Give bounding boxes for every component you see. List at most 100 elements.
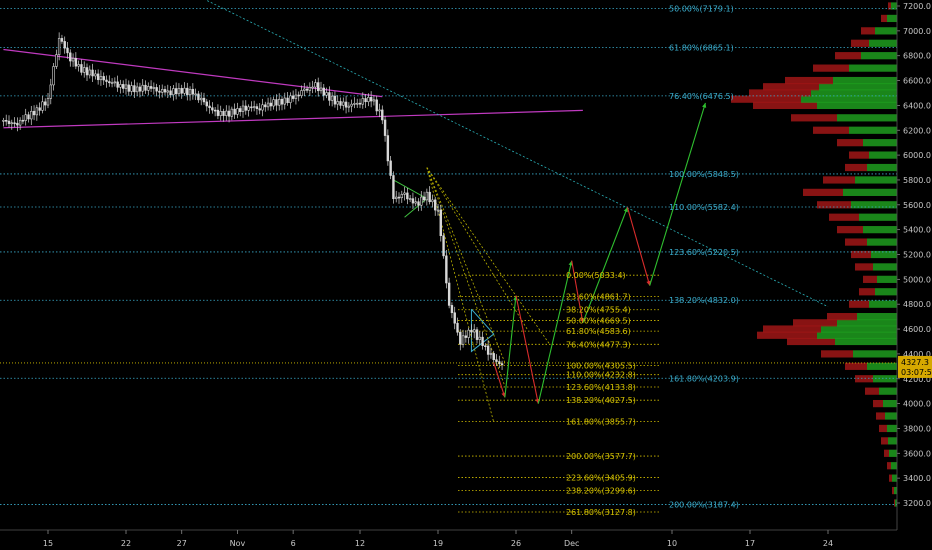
candle-body <box>55 54 58 67</box>
candle-body <box>202 97 206 103</box>
fib-yellow-label: 200.00%(3577.7) <box>566 452 636 461</box>
candle-body <box>473 329 476 333</box>
volume-bar-down <box>889 474 892 482</box>
volume-bar-up <box>891 462 897 470</box>
candle-body <box>216 109 220 116</box>
candle-body <box>358 102 362 105</box>
candle-body <box>225 110 228 116</box>
fib-levels-yellow <box>458 274 660 513</box>
candle-body <box>60 38 64 42</box>
volume-bar-up <box>873 263 897 271</box>
candle-body <box>278 98 281 106</box>
volume-bar-down <box>763 325 821 333</box>
volume-bar-down <box>894 499 895 507</box>
candle-body <box>305 88 309 91</box>
fib-yellow-label: 0.00%(5033.4) <box>566 271 626 280</box>
volume-bar-down <box>753 101 817 110</box>
volume-bar-down <box>829 213 859 221</box>
candle-body <box>110 82 114 84</box>
candle-body <box>272 99 275 107</box>
volume-bar-down <box>793 319 837 327</box>
candle-body <box>478 336 481 340</box>
volume-bar-up <box>885 412 897 420</box>
candle-body <box>308 87 312 91</box>
candle-body <box>364 98 367 103</box>
candle-body <box>450 305 454 314</box>
candle-body <box>300 90 303 96</box>
y-tick-label: 4200.0 <box>903 375 931 384</box>
candle-body <box>38 107 41 111</box>
volume-bar-up <box>857 313 897 321</box>
candle-body <box>211 107 214 111</box>
y-axis[interactable]: 3200.0 3400.0 3600.0 3800.0 4000.0 4200.0 4400… <box>896 0 931 530</box>
candle-body <box>113 81 117 84</box>
volume-bar-up <box>837 319 897 327</box>
candle-body <box>172 88 175 96</box>
candle-body <box>431 199 434 203</box>
arrow-head <box>702 102 707 108</box>
candle-body <box>392 175 395 200</box>
x-tick-label: 24 <box>823 539 833 548</box>
candle-body <box>74 58 78 67</box>
candle-body <box>186 87 189 96</box>
candle-body <box>180 88 183 94</box>
volume-bar-down <box>851 250 871 259</box>
candle-body <box>425 191 429 201</box>
x-axis[interactable]: 15 22 27 Nov 6 12 19 26 Dec 10 17 24 <box>0 529 897 548</box>
candle-body <box>7 120 11 124</box>
fib-cyan-label: 123.60%(5220.5) <box>669 248 739 257</box>
candle-body <box>161 89 164 93</box>
candle-body <box>2 120 5 122</box>
fib-cyan-label: 138.20%(4832.0) <box>669 296 739 305</box>
candle-body <box>177 88 181 95</box>
volume-bar-up <box>867 362 897 370</box>
fib-yellow-label: 50.00%(4669.5) <box>566 316 631 325</box>
candle-body <box>484 345 487 347</box>
candle-body <box>35 107 39 116</box>
candle-body <box>255 106 259 109</box>
candle-body <box>69 52 72 62</box>
candle-body <box>155 87 158 92</box>
candle-body <box>330 95 334 101</box>
fib-cyan-label: 61.80%(6865.1) <box>669 44 734 53</box>
projection-arrows <box>493 102 707 404</box>
y-tick-label: 4400.0 <box>903 350 931 359</box>
candle-body <box>386 135 390 162</box>
volume-profile <box>731 2 897 507</box>
volume-bar-up <box>875 288 897 296</box>
candle-body <box>383 119 387 136</box>
x-tick-label: 15 <box>43 539 53 548</box>
fan-line <box>426 167 506 387</box>
candle-body <box>213 109 217 112</box>
volume-bar-up <box>817 331 897 339</box>
candle-body <box>375 99 378 112</box>
candle-body <box>24 114 27 121</box>
candle-body <box>333 95 337 105</box>
candle-body <box>372 99 376 102</box>
projection-arrow-up <box>649 102 706 286</box>
volume-bar-down <box>817 201 851 209</box>
projection-arrow-down <box>626 207 651 286</box>
candle-body <box>10 122 13 125</box>
candle-body <box>311 86 314 89</box>
candle-body <box>445 255 448 284</box>
candle-body <box>71 58 75 62</box>
candle-body <box>233 108 236 115</box>
fib-yellow-label: 61.80%(4583.6) <box>566 327 631 336</box>
y-tick-label: 5600.0 <box>903 201 931 210</box>
volume-bar-down <box>888 2 891 10</box>
candle-body <box>489 353 493 355</box>
y-tick-label: 5400.0 <box>903 226 931 235</box>
volume-bar-down <box>837 139 863 147</box>
candle-body <box>447 282 451 306</box>
volume-bar-up <box>849 126 897 134</box>
volume-bar-up <box>877 275 897 283</box>
volume-bar-up <box>853 350 897 358</box>
x-tick-label: Dec <box>564 539 579 548</box>
volume-bar-up <box>869 151 897 159</box>
candle-body <box>369 97 373 102</box>
projection-arrow-down <box>515 295 539 404</box>
volume-bar-down <box>785 76 833 85</box>
candle-body <box>102 76 105 81</box>
